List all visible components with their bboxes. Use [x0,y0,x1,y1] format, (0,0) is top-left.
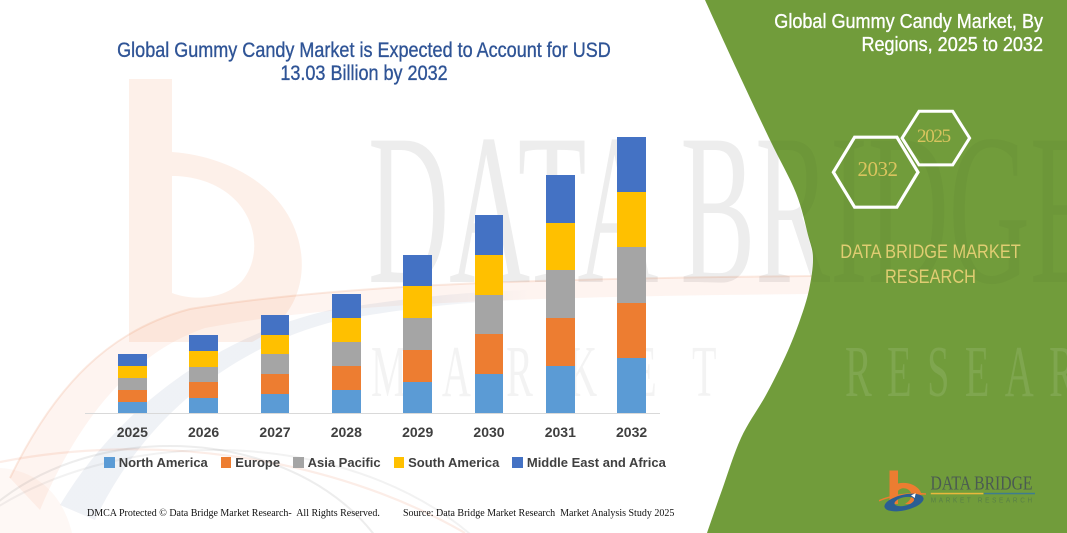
svg-text:MARKET RESEARCH: MARKET RESEARCH [931,498,1035,505]
svg-text:DATA BRIDGE: DATA BRIDGE [931,473,1033,495]
